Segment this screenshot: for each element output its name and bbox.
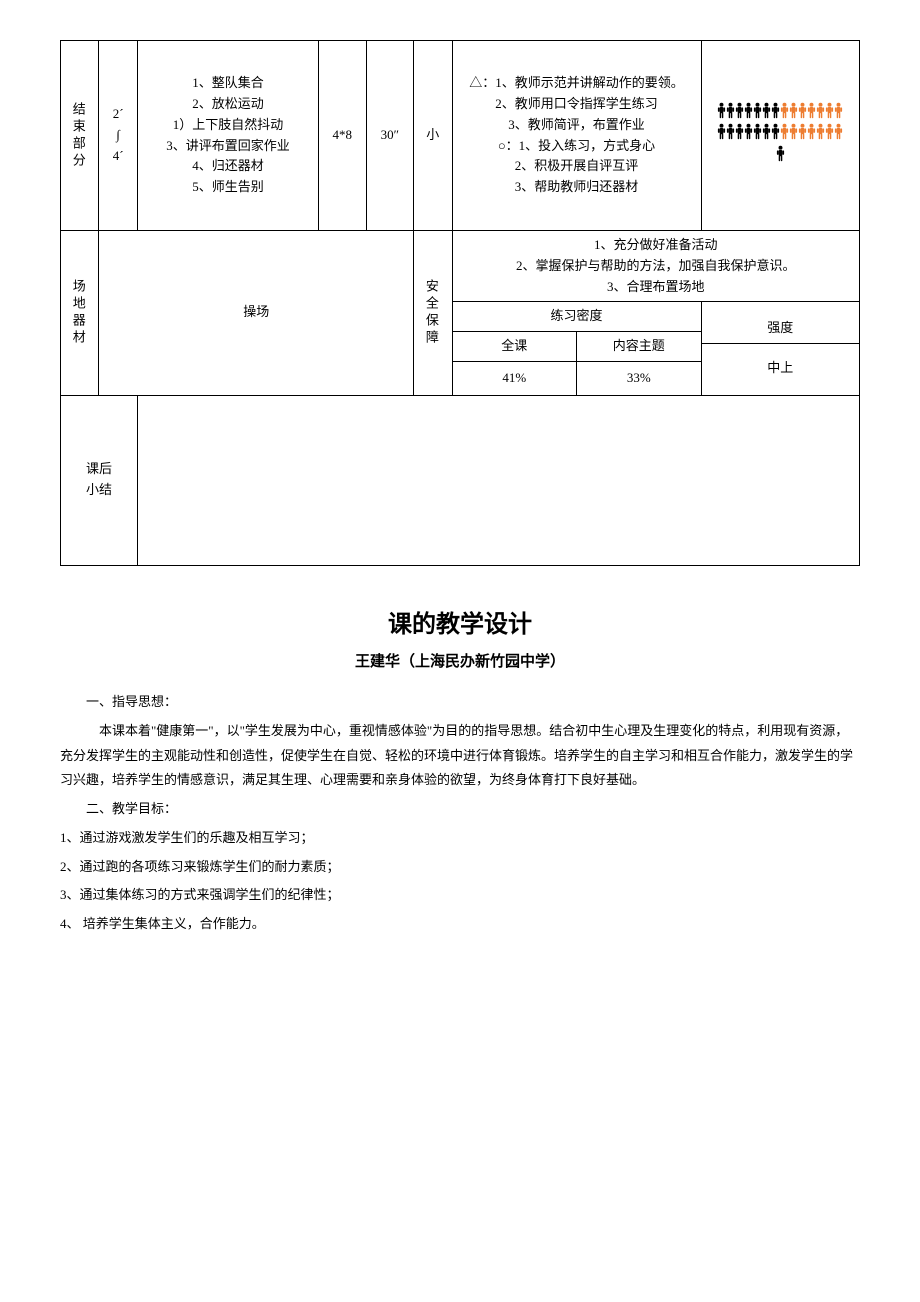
end-section-time: 2´ ∫ 4´ xyxy=(99,41,137,231)
objective-item: 1、通过游戏激发学生们的乐趣及相互学习； xyxy=(60,826,860,851)
intensity-value-cell: 强度 中上 xyxy=(701,302,860,395)
section1-heading: 一、指导思想： xyxy=(60,692,860,713)
intensity-value: 中上 xyxy=(708,344,854,379)
safety-items: 1、充分做好准备活动 2、掌握保护与帮助的方法，加强自我保护意识。 3、合理布置… xyxy=(452,231,859,302)
topic-label: 内容主题 xyxy=(577,332,700,362)
section1-body: 本课本着"健康第一"，以"学生发展为中心，重视情感体验"为目的的指导思想。结合初… xyxy=(60,719,860,793)
lesson-table: 结束部分 2´ ∫ 4´ 1、整队集合 2、放松运动 1）上下肢自然抖动 3、讲… xyxy=(60,40,860,566)
section2-heading: 二、教学目标： xyxy=(60,799,860,820)
end-section-methods: △：1、教师示范并讲解动作的要领。 2、教师用口令指挥学生练习 3、教师简评，布… xyxy=(452,41,701,231)
intensity-label: 强度 xyxy=(702,314,860,344)
full-label: 全课 xyxy=(453,332,576,362)
objective-item: 2、通过跑的各项练习来锻炼学生们的耐力素质； xyxy=(60,855,860,880)
full-value: 41% xyxy=(453,362,576,395)
design-title: 课的教学设计 xyxy=(60,606,860,644)
design-subtitle: 王建华（上海民办新竹园中学） xyxy=(60,650,860,674)
venue-label: 场地器材 xyxy=(67,279,88,347)
after-label: 课后 小结 xyxy=(61,395,138,565)
end-section-content: 1、整队集合 2、放松运动 1）上下肢自然抖动 3、讲评布置回家作业 4、归还器… xyxy=(137,41,318,231)
end-section-label: 结束部分 xyxy=(67,102,88,170)
density-label: 练习密度 xyxy=(452,302,701,332)
after-content xyxy=(137,395,859,565)
venue-value: 操场 xyxy=(99,231,414,396)
objective-item: 3、通过集体练习的方式来强调学生们的纪律性； xyxy=(60,883,860,908)
safety-label: 安全保障 xyxy=(420,279,441,347)
objectives-list: 1、通过游戏激发学生们的乐趣及相互学习； 2、通过跑的各项练习来锻炼学生们的耐力素… xyxy=(60,826,860,937)
topic-value: 33% xyxy=(577,362,700,395)
end-section-reps: 4*8 xyxy=(319,41,367,231)
objective-item: 4、 培养学生集体主义，合作能力。 xyxy=(60,912,860,937)
formation-figure xyxy=(717,102,843,167)
end-section-intensity: 小 xyxy=(414,41,452,231)
end-section-duration: 30″ xyxy=(366,41,414,231)
